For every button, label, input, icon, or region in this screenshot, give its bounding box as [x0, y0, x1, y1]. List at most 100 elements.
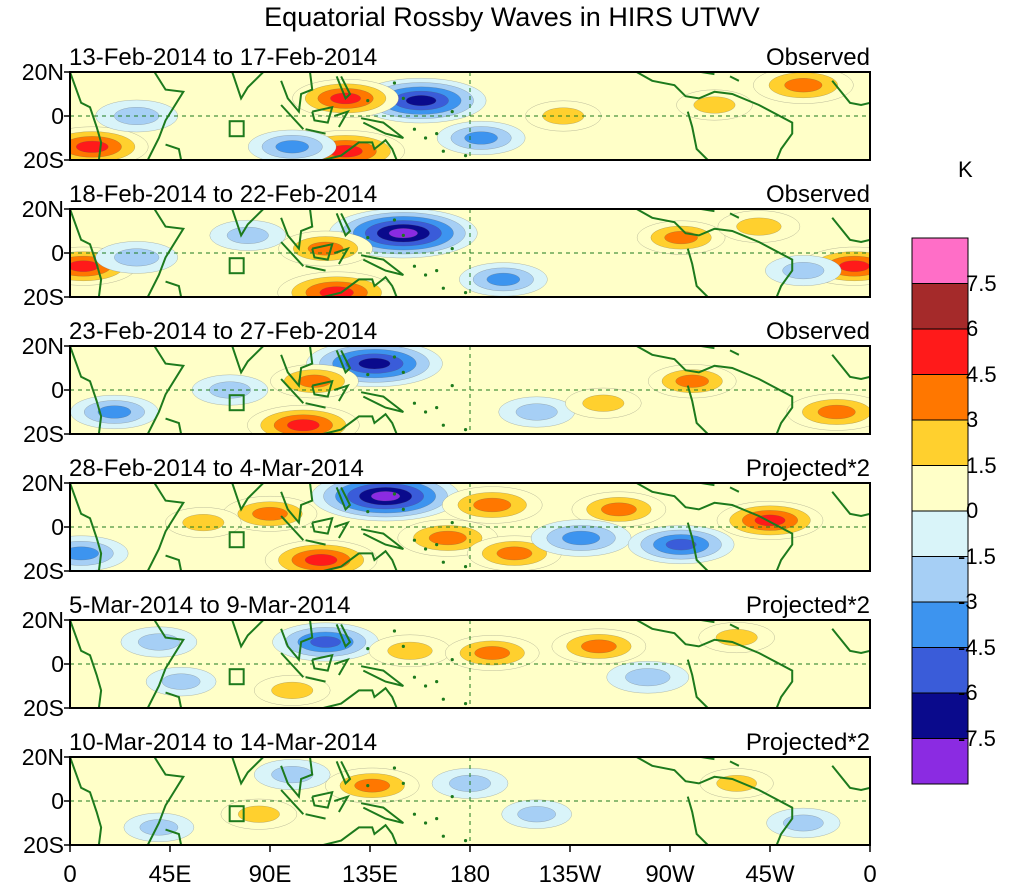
colorbar-swatch — [911, 556, 969, 603]
negative-anomaly-cell — [272, 622, 379, 662]
colorbar-swatch — [911, 419, 969, 466]
map-panel-4 — [64, 482, 871, 572]
positive-anomaly-cell — [565, 387, 642, 419]
panel-6-date-label: 10-Mar-2014 to 14-Mar-2014 — [69, 729, 378, 756]
x-tick-label: 45W — [745, 861, 795, 888]
map-panel-3 — [64, 345, 871, 435]
negative-anomaly-cell — [436, 120, 526, 155]
negative-anomaly-cell — [530, 519, 632, 557]
y-tick-label: 0 — [51, 240, 64, 266]
x-tick-label: 45E — [148, 861, 192, 888]
panel-1-date-label: 13-Feb-2014 to 17-Feb-2014 — [69, 44, 378, 71]
positive-anomaly-cell — [254, 675, 331, 706]
positive-anomaly-cell — [786, 393, 870, 431]
positive-anomaly-cell — [551, 628, 647, 665]
panel-3-type-label: Observed — [765, 318, 870, 345]
negative-anomaly-cell — [627, 525, 735, 564]
negative-anomaly-cell — [209, 219, 286, 251]
colorbar-label: 7.5 — [966, 270, 997, 296]
positive-anomaly-cell — [636, 220, 726, 255]
y-tick-label: 20N — [21, 196, 64, 222]
coastlines — [70, 72, 870, 160]
x-axis — [69, 845, 871, 852]
colorbar-swatch — [911, 283, 969, 330]
negative-anomaly-cell — [248, 129, 337, 160]
figure-title: Equatorial Rossby Waves in HIRS UTWV — [264, 2, 760, 32]
coastlines — [70, 620, 870, 708]
y-tick-label: 20N — [21, 333, 64, 359]
negative-anomaly-cell — [501, 799, 572, 829]
positive-anomaly-cell — [442, 486, 543, 524]
positive-anomaly-cell — [698, 622, 775, 653]
positive-anomaly-cell — [648, 364, 737, 399]
coastlines — [70, 483, 870, 571]
negative-anomaly-cell — [70, 395, 159, 430]
y-tick-label: 20S — [23, 558, 64, 584]
colorbar-swatch — [911, 738, 969, 785]
colorbar-label: 4.5 — [966, 361, 997, 387]
positive-anomaly-cell — [278, 230, 373, 267]
positive-anomaly-cell — [571, 491, 667, 528]
y-tick-label: 20S — [23, 421, 64, 447]
y-tick-label: 20N — [21, 470, 64, 496]
coastlines — [70, 209, 870, 297]
y-tick-label: 20S — [23, 147, 64, 173]
region-box — [228, 120, 245, 138]
colorbar-swatch — [911, 465, 969, 512]
positive-anomaly-cell — [277, 271, 396, 297]
coastlines — [70, 346, 870, 434]
colorbar-swatch — [911, 510, 969, 557]
negative-anomaly-cell — [311, 483, 460, 522]
region-box — [228, 531, 245, 549]
x-tick-label: 0 — [63, 861, 77, 888]
y-tick-label: 0 — [51, 103, 64, 129]
positive-anomaly-cell — [445, 635, 540, 671]
colorbar-unit: K — [958, 157, 973, 182]
positive-anomaly-cell — [264, 539, 378, 571]
positive-anomaly-cell — [247, 405, 360, 434]
x-tick-label: 180 — [449, 861, 491, 888]
colorbar-label: -7.5 — [958, 725, 996, 751]
colorbar-swatch — [911, 328, 969, 375]
x-tick-label: 0 — [863, 861, 877, 888]
x-tick-label: 135E — [341, 861, 399, 888]
colorbar-swatch — [911, 647, 969, 694]
colorbar-label: 0 — [966, 498, 979, 523]
colorbar-swatch — [911, 237, 969, 284]
y-tick-label: 0 — [51, 514, 64, 540]
y-tick-label: 20S — [23, 832, 64, 858]
negative-anomaly-cell — [766, 807, 841, 839]
x-tick-label: 90W — [645, 861, 695, 888]
negative-anomaly-cell — [606, 661, 689, 694]
positive-anomaly-cell — [220, 798, 298, 830]
panel-2-date-label: 18-Feb-2014 to 22-Feb-2014 — [69, 181, 378, 208]
panel-4-type-label: Projected*2 — [745, 455, 870, 482]
positive-anomaly-cell — [525, 100, 602, 132]
region-box — [228, 805, 245, 823]
panel-3-date-label: 23-Feb-2014 to 27-Feb-2014 — [69, 318, 378, 345]
map-panel-2 — [64, 208, 871, 298]
region-box — [228, 257, 245, 275]
map-panel-1 — [64, 71, 871, 161]
colorbar-label: -6 — [958, 680, 978, 705]
positive-anomaly-cell — [716, 501, 824, 540]
negative-anomaly-cell — [70, 535, 129, 571]
negative-anomaly-cell — [95, 241, 178, 274]
negative-anomaly-cell — [120, 626, 198, 658]
colorbar-label: 6 — [966, 316, 979, 341]
y-tick-label: 20S — [23, 284, 64, 310]
map-panel-5 — [64, 619, 871, 709]
panel-5-date-label: 5-Mar-2014 to 9-Mar-2014 — [69, 592, 351, 619]
x-tick-label: 90E — [248, 861, 292, 888]
coastlines — [70, 757, 870, 845]
colorbar-label: -4.5 — [958, 634, 996, 660]
positive-anomaly-cell — [753, 72, 854, 104]
y-tick-label: 20N — [21, 744, 64, 770]
positive-anomaly-cell — [368, 634, 452, 667]
colorbar-swatch — [911, 692, 969, 739]
colorbar-label: 3 — [966, 407, 979, 432]
negative-anomaly-cell — [765, 255, 842, 287]
positive-anomaly-cell — [325, 767, 420, 804]
